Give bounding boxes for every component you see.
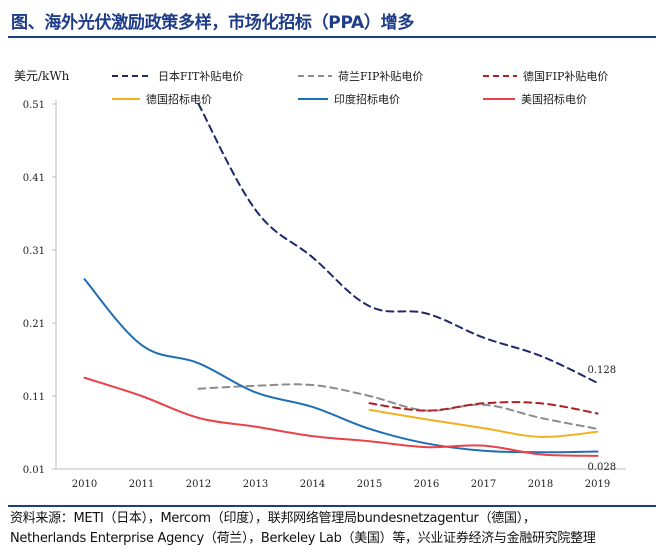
series-line-5 [83, 376, 599, 457]
y-axis-label: 美元/kWh [14, 69, 70, 83]
y-tick-label: 0.51 [23, 100, 45, 111]
source-line-1: 资料来源：METI（日本），Mercom（印度），联邦网络管理局bundesne… [10, 511, 536, 526]
legend-label: 印度招标电价 [334, 93, 400, 106]
source-divider [8, 505, 656, 507]
legend-item-in-tender: 印度招标电价 [298, 91, 400, 107]
x-tick-label: 2012 [186, 479, 211, 490]
title-divider [8, 36, 656, 38]
x-tick-label: 2013 [243, 479, 268, 490]
data-label: 0.128 [588, 365, 617, 376]
series-line-2 [368, 401, 599, 415]
series-line-1 [197, 383, 599, 430]
series-line-0 [197, 103, 599, 384]
source-note: 资料来源：METI（日本），Mercom（印度），联邦网络管理局bundesne… [10, 509, 660, 549]
legend-label: 德国招标电价 [146, 93, 212, 106]
legend-label: 美国招标电价 [521, 93, 587, 106]
source-line-2: Netherlands Enterprise Agency（荷兰），Berkel… [10, 531, 596, 546]
legend-item-de-tender: 德国招标电价 [112, 91, 212, 107]
legend-item-japan-fit: 日本FIT补贴电价 [112, 68, 243, 84]
legend-item-nl-fip: 荷兰FIP补贴电价 [298, 68, 423, 84]
legend-label: 荷兰FIP补贴电价 [338, 70, 424, 83]
series-line-3 [368, 408, 599, 438]
data-label: 0.028 [588, 462, 617, 473]
x-tick-label: 2014 [300, 479, 325, 490]
x-tick-label: 2011 [129, 479, 154, 490]
series-line-4 [83, 278, 599, 454]
x-tick-label: 2018 [528, 479, 553, 490]
x-tick-label: 2015 [357, 479, 382, 490]
x-tick-label: 2019 [585, 479, 610, 490]
line-chart: 0.51 0.41 0.31 0.21 0.11 0.01 2010 2011 2012 2013… [23, 100, 626, 490]
x-tick-label: 2016 [414, 479, 439, 490]
legend-item-de-fip: 德国FIP补贴电价 [483, 68, 608, 84]
legend-label: 德国FIP补贴电价 [523, 70, 609, 83]
y-tick-label: 0.21 [23, 319, 45, 330]
x-tick-label: 2017 [471, 479, 496, 490]
y-tick-label: 0.11 [23, 392, 45, 403]
y-tick-label: 0.41 [23, 173, 45, 184]
legend-item-us-tender: 美国招标电价 [483, 91, 587, 107]
page-title: 图、海外光伏激励政策多样，市场化招标（PPA）增多 [11, 13, 415, 33]
x-tick-label: 2010 [72, 479, 97, 490]
y-tick-label: 0.01 [23, 465, 45, 476]
y-tick-label: 0.31 [23, 246, 45, 257]
legend-label: 日本FIT补贴电价 [158, 70, 244, 83]
